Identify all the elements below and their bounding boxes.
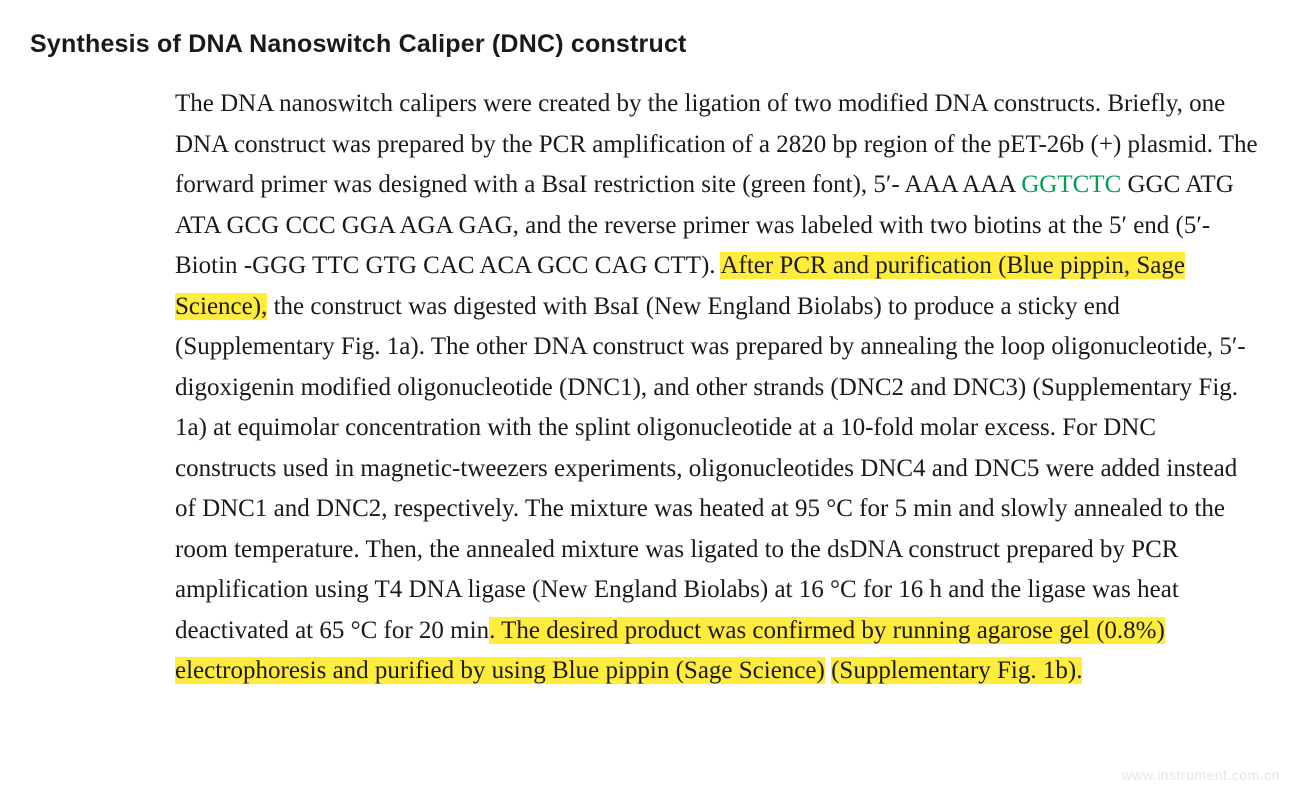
section-heading: Synthesis of DNA Nanoswitch Caliper (DNC… bbox=[30, 30, 1260, 59]
highlight-2b: (Supplementary Fig. 1b). bbox=[831, 657, 1082, 684]
watermark: www.instrument.com.cn bbox=[1122, 767, 1280, 783]
green-sequence: GGTCTC bbox=[1021, 171, 1121, 198]
section-body: The DNA nanoswitch calipers were created… bbox=[175, 84, 1260, 692]
body-text-3: the construct was digested with BsaI (Ne… bbox=[175, 293, 1246, 644]
